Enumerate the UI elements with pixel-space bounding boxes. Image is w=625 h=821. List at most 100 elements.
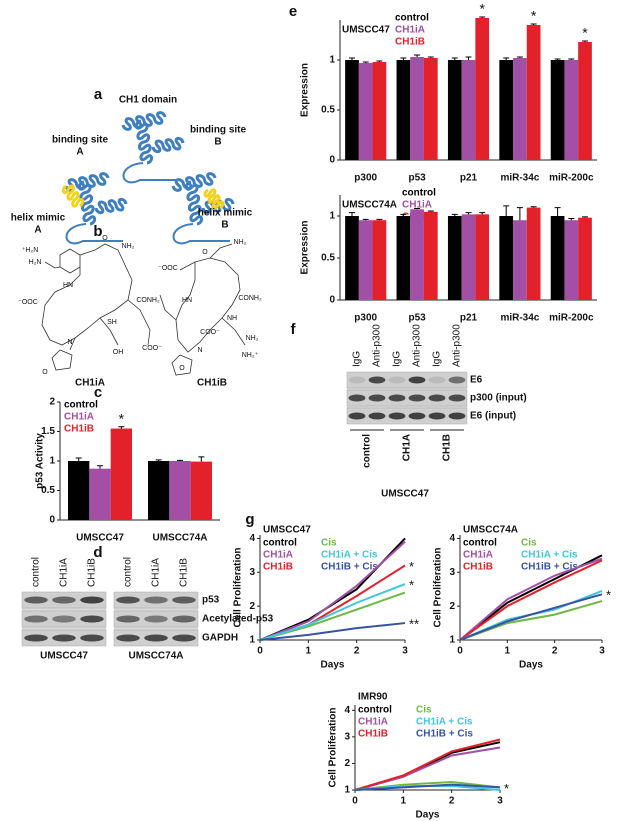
blot-strip (113, 610, 199, 628)
atom-label: N (67, 339, 72, 346)
bar (461, 60, 476, 160)
bar (526, 25, 541, 160)
significance-mark: * (504, 781, 509, 796)
atom-label: NH₂ (234, 239, 247, 246)
group-label: control (362, 434, 373, 468)
atom-label: COO⁻ (142, 345, 162, 352)
y-tick-label: 1 (329, 55, 335, 66)
bar (396, 60, 411, 160)
y-tick-label: 2 (49, 397, 55, 408)
blot-band (388, 412, 406, 420)
bar (372, 62, 387, 160)
column-label: IgG (352, 351, 363, 367)
blot-band (24, 634, 48, 642)
y-tick-label: 0.5 (321, 253, 335, 264)
ribbon (77, 180, 97, 226)
error-bar (400, 57, 407, 60)
blot-band (388, 376, 406, 384)
x-axis-label: Days (321, 660, 345, 671)
blot-band (116, 634, 140, 642)
line (459, 557, 603, 641)
chart-title: UMSCC47 (263, 525, 311, 536)
bar (68, 461, 90, 520)
y-tick-label: 0 (329, 155, 335, 166)
diagram-label: A (76, 147, 83, 158)
chart-title: UMSCC74A (342, 200, 397, 211)
x-tick-label: p300 (354, 173, 377, 184)
panel-label: e (289, 3, 297, 20)
error-bar (516, 56, 523, 58)
y-axis-label: Cell Proliferation (328, 707, 339, 787)
bar (564, 60, 579, 160)
legend-entry: CH1iA (64, 412, 94, 423)
structure-name: CH1iB (197, 378, 227, 389)
blot-band (448, 412, 466, 420)
y-tick-label: 1.5 (41, 426, 55, 437)
y-axis-label: Expression (300, 221, 311, 275)
error-bar (554, 58, 561, 60)
ribbon (151, 136, 185, 154)
y-tick-label: 1 (449, 635, 455, 646)
bar (475, 214, 490, 300)
error-bar (414, 54, 421, 57)
y-tick-label: 1 (344, 785, 350, 796)
error-bar (582, 40, 589, 42)
column-label: control (31, 557, 42, 587)
cell-line: UMSCC74A (128, 651, 183, 662)
legend-entry: control (395, 13, 429, 24)
legend-entry: CH1iA (395, 25, 425, 36)
atom-label: O (42, 369, 48, 376)
diagram-label: binding site (190, 125, 247, 136)
error-bar (530, 23, 537, 25)
blot-band (448, 394, 466, 402)
y-tick-label: 0.5 (321, 105, 335, 116)
ribbon (121, 111, 167, 131)
error-bar (582, 216, 589, 218)
blot-band (388, 394, 406, 402)
x-tick-label: p21 (460, 173, 478, 184)
bar (578, 42, 592, 160)
ribbon (94, 197, 128, 215)
legend-entry: Cis (416, 705, 432, 716)
error-bar (97, 465, 103, 469)
line (354, 783, 501, 791)
x-tick-label: 1 (505, 646, 511, 657)
error-bar (479, 212, 486, 215)
ribbon (64, 172, 110, 192)
error-bar (362, 61, 369, 63)
x-tick-label: 0 (457, 646, 463, 657)
legend-entry: CH1iB (395, 37, 425, 48)
error-bar (503, 205, 510, 216)
atom-label: HN (63, 282, 73, 289)
error-bar (348, 57, 355, 60)
atom-label: O (202, 249, 208, 256)
blot-band (24, 615, 48, 623)
bar (513, 220, 527, 300)
significance-mark: * (479, 1, 485, 17)
bar (423, 58, 438, 160)
x-tick-label: 3 (599, 646, 605, 657)
bar (345, 216, 359, 300)
x-tick-label: 2 (354, 646, 360, 657)
atom-label: CONH₂ (136, 297, 160, 304)
atom-label: O (179, 365, 185, 372)
cell-line: UMSCC47 (40, 651, 88, 662)
x-tick-label: UMSCC47 (76, 533, 124, 544)
x-tick-label: p300 (354, 313, 377, 324)
blot-band (144, 615, 168, 623)
panel-label: a (94, 86, 103, 103)
error-bar (400, 213, 407, 216)
diagram-label: helix mimic (198, 208, 253, 219)
ribbon (203, 188, 225, 210)
error-bar (479, 16, 486, 18)
legend-entry: control (263, 538, 297, 549)
atom-label: CONH₂ (238, 295, 262, 302)
legend-entry: CH1iB (263, 562, 293, 573)
row-label: p300 (input) (470, 393, 527, 404)
x-tick-label: miR-200c (549, 313, 594, 324)
line (259, 622, 406, 641)
row-label: GAPDH (202, 633, 238, 644)
bar (148, 461, 170, 520)
column-label: CH1iA (151, 558, 162, 587)
blot-band (428, 394, 446, 402)
